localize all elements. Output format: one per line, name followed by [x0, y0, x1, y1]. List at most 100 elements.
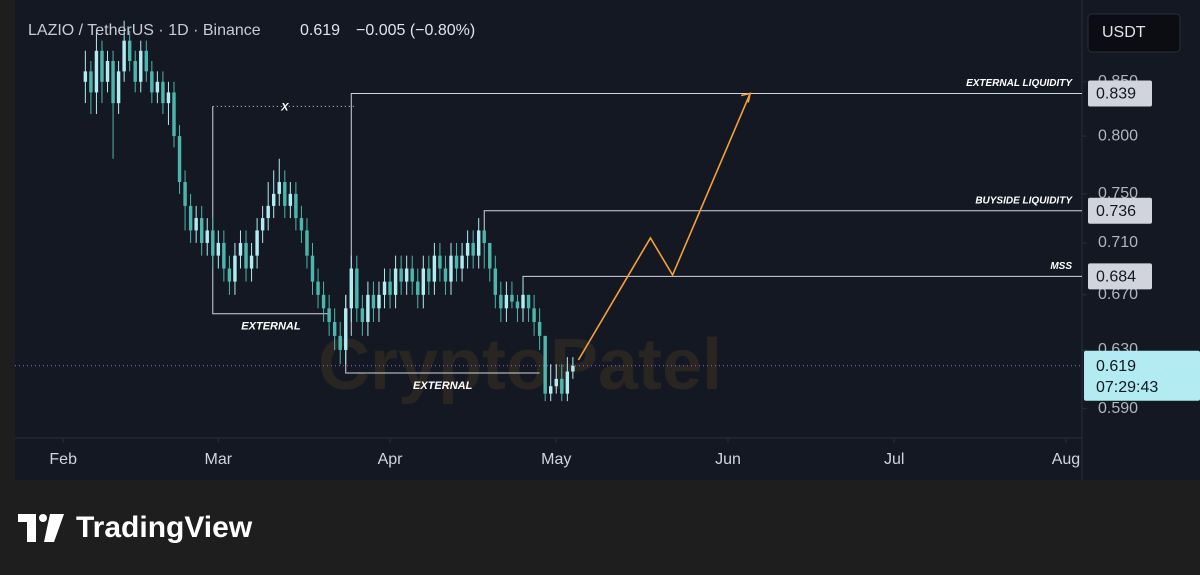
candle-body	[532, 308, 536, 322]
candle-body	[255, 230, 259, 256]
candle-body	[94, 50, 99, 93]
candle-body	[526, 294, 531, 309]
candle-body	[399, 268, 403, 282]
y-tick-label: 0.710	[1098, 234, 1138, 251]
candle-body	[155, 81, 160, 93]
candle-body	[554, 378, 558, 387]
candle-body	[316, 281, 320, 295]
candle-body	[349, 268, 353, 309]
candle-body	[199, 218, 204, 243]
candle-body	[188, 205, 193, 231]
candle-body	[476, 230, 481, 256]
candle-body	[283, 182, 287, 206]
candle-body	[565, 371, 570, 394]
candle-body	[299, 218, 304, 231]
candle-body	[454, 255, 459, 269]
candle-body	[421, 268, 426, 295]
x-tick-label: Aug	[1052, 451, 1080, 468]
candle-body	[144, 50, 149, 72]
candle-body	[116, 71, 121, 104]
candle-body	[211, 230, 215, 256]
candle-body	[404, 268, 409, 282]
candle-body	[360, 308, 365, 322]
structure-label: X	[280, 101, 289, 113]
candle-body	[438, 255, 442, 269]
x-tick-label: Feb	[49, 451, 77, 468]
level-tag	[1088, 197, 1152, 224]
candle-body	[205, 230, 209, 243]
candle-body	[388, 281, 392, 295]
structure-label: EXTERNAL	[241, 321, 301, 333]
candle-body	[249, 255, 254, 269]
structure-label: EXTERNAL	[413, 380, 473, 392]
candle-body	[161, 81, 165, 104]
candle-body	[560, 378, 564, 394]
x-tick-label: Mar	[205, 451, 233, 468]
countdown: 07:29:43	[1096, 379, 1158, 396]
candle-body	[504, 294, 509, 309]
candle-body	[338, 335, 342, 350]
level-line	[350, 92, 1082, 336]
candle-body	[172, 92, 176, 137]
level-label: EXTERNAL LIQUIDITY	[966, 78, 1073, 89]
candle-body	[166, 92, 171, 104]
candle-body	[227, 268, 232, 282]
candle-body	[288, 193, 293, 206]
chart-panel	[15, 0, 1200, 480]
candle-body	[460, 255, 464, 269]
brand-logo	[18, 514, 64, 542]
currency-button[interactable]	[1087, 13, 1181, 53]
candle-body	[499, 294, 503, 309]
candle-body	[194, 218, 198, 231]
candle-body	[482, 230, 486, 243]
candle-body	[222, 242, 226, 269]
y-tick-label: 0.590	[1098, 400, 1138, 417]
projection	[577, 93, 751, 361]
currency[interactable]: USDT	[1102, 24, 1146, 41]
candle-body	[410, 268, 414, 282]
candle-body	[371, 294, 376, 309]
candle-body	[493, 268, 498, 295]
candle-body	[277, 182, 281, 194]
brand-name: TradingView	[76, 511, 253, 544]
candle-body	[382, 281, 387, 295]
candle-body	[548, 386, 553, 394]
level-label: BUYSIDE LIQUIDITY	[975, 195, 1073, 206]
candle-body	[310, 255, 315, 282]
candle-body	[355, 268, 359, 309]
candle-body	[521, 294, 525, 309]
candle-body	[321, 294, 326, 309]
candle-body	[471, 242, 475, 256]
level-value: 0.684	[1096, 269, 1136, 286]
candle-body	[393, 268, 398, 295]
candle-body	[537, 321, 542, 336]
candle-body	[150, 71, 154, 93]
x-tick-label: Apr	[378, 451, 404, 468]
level-tag	[1088, 80, 1152, 107]
x-tick-label: Jul	[884, 451, 904, 468]
candle-body	[449, 255, 453, 282]
level-value: 0.736	[1096, 203, 1136, 220]
x-tick-label: May	[541, 451, 571, 468]
candle-body	[271, 193, 276, 206]
candle-body	[100, 50, 104, 82]
candle-body	[183, 182, 187, 206]
candle-body	[139, 50, 143, 82]
candle-body	[543, 335, 547, 394]
y-tick-label: 0.670	[1098, 286, 1138, 303]
candle-body	[238, 242, 243, 256]
candle-body	[510, 294, 514, 302]
candle-body	[327, 308, 331, 322]
projection-arrow	[740, 92, 752, 103]
candle-body	[83, 71, 88, 82]
candle-body	[377, 294, 381, 309]
candle-body	[515, 301, 520, 309]
candle-body	[465, 242, 470, 256]
candle-body	[244, 242, 248, 269]
candle-body	[111, 61, 115, 104]
candle-body	[216, 242, 221, 256]
x-tick-label: Jun	[715, 451, 741, 468]
candle-body	[89, 71, 93, 93]
candle-body	[294, 193, 298, 219]
